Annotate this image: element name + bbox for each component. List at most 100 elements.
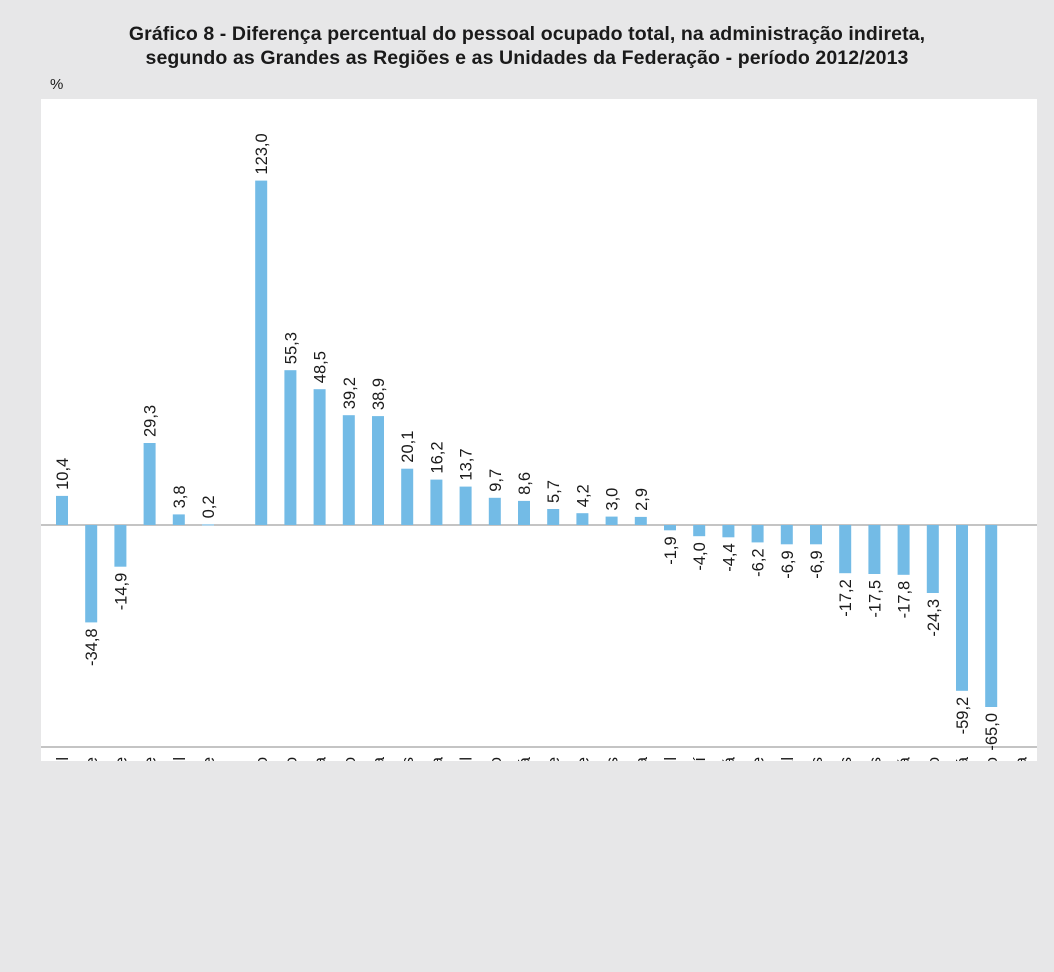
bar-2 <box>114 525 127 567</box>
chart-title: Gráfico 8 - Diferença percentual do pess… <box>0 22 1054 70</box>
bar-20 <box>664 525 676 531</box>
bar-1 <box>85 525 98 623</box>
category-label-21: Piauí <box>691 757 709 761</box>
bar-21 <box>693 525 706 537</box>
bar-0 <box>56 495 68 525</box>
bar-29 <box>926 525 939 593</box>
category-label-15: Ceará <box>516 756 534 761</box>
data-label-8: 48,5 <box>312 351 330 383</box>
y-axis-unit-label: % <box>50 76 64 93</box>
data-label-13: 13,7 <box>458 448 476 480</box>
bar-30 <box>956 525 968 691</box>
category-label-5: Centro-Oeste <box>200 757 218 761</box>
category-label-14: São Paulo <box>487 757 505 761</box>
data-label-2: -14,9 <box>112 573 130 611</box>
bar-16 <box>547 509 560 525</box>
bar-28 <box>897 525 910 575</box>
bar-9 <box>342 415 355 525</box>
category-label-28: Paraná <box>896 756 914 761</box>
bar-27 <box>868 525 881 574</box>
data-label-28: -17,8 <box>896 581 914 619</box>
data-label-1: -34,8 <box>83 628 101 666</box>
data-label-9: 39,2 <box>341 377 359 409</box>
data-label-30: -59,2 <box>954 697 972 735</box>
category-label-12: Paraíba <box>428 756 446 761</box>
category-label-8: Rondônia <box>312 756 330 761</box>
data-label-6: 123,0 <box>253 133 271 174</box>
data-label-11: 20,1 <box>399 431 417 463</box>
category-label-3: Sudeste <box>142 757 160 761</box>
bar-4 <box>172 514 185 525</box>
bar-10 <box>372 416 384 525</box>
category-label-20: Mato Grosso do Sul <box>662 757 680 761</box>
data-label-31: -65,0 <box>983 713 1001 751</box>
data-label-25: -6,9 <box>808 550 826 578</box>
data-labels-layer: 10,4 -34,8 -14,9 29,3 3,8 0,2 123,0 55,3 48,5 39,… <box>54 133 1001 750</box>
category-label-9: Espírito Santo <box>341 757 359 761</box>
data-label-12: 16,2 <box>428 441 446 473</box>
data-label-18: 3,0 <box>604 488 622 511</box>
category-label-31: Maranhão <box>983 757 1001 761</box>
category-label-32: Roraima <box>1012 756 1030 761</box>
bar-12 <box>430 479 443 525</box>
chart-title-line-2: segundo as Grandes as Regiões e as Unida… <box>145 47 909 69</box>
chart-area: 10,4 -34,8 -14,9 29,3 3,8 0,2 123,0 55,3 48,5 39,… <box>41 99 1037 761</box>
category-label-11: Alagoas <box>399 757 417 761</box>
category-labels-layer: Brasil Norte Nordeste Sudeste Sul Centro-Oest… <box>54 756 1030 761</box>
data-label-14: 9,7 <box>487 469 505 492</box>
category-label-18: Goiás <box>604 757 622 761</box>
data-label-27: -17,5 <box>866 580 884 618</box>
bar-5 <box>202 524 214 526</box>
bar-14 <box>488 497 501 525</box>
bar-17 <box>576 513 589 525</box>
category-label-2: Nordeste <box>112 757 130 761</box>
data-label-20: -1,9 <box>662 536 680 564</box>
category-label-10: Santa Catarina <box>370 756 388 761</box>
category-label-4: Sul <box>171 757 189 761</box>
bar-24 <box>780 525 793 545</box>
bar-7 <box>284 370 297 525</box>
data-label-7: 55,3 <box>282 332 300 364</box>
data-label-5: 0,2 <box>200 495 218 518</box>
data-label-23: -6,2 <box>750 548 768 576</box>
category-label-25: Tocantins <box>808 757 826 761</box>
bar-13 <box>459 486 472 525</box>
data-label-26: -17,2 <box>837 579 855 617</box>
bar-19 <box>634 516 647 525</box>
category-label-29: Pernambuco <box>925 757 943 761</box>
data-label-3: 29,3 <box>142 405 160 437</box>
data-label-21: -4,0 <box>691 542 709 570</box>
category-label-19: Bahia <box>633 756 651 761</box>
data-label-16: 5,7 <box>545 480 563 503</box>
data-label-0: 10,4 <box>54 458 72 490</box>
bar-6 <box>255 180 268 525</box>
data-label-22: -4,4 <box>720 543 738 571</box>
bar-22 <box>722 525 735 538</box>
category-label-13: Rio Grande do Sul <box>458 757 476 761</box>
chart-title-line-1: Gráfico 8 - Diferença percentual do pess… <box>128 23 926 45</box>
bar-8 <box>313 389 326 525</box>
data-label-29: -24,3 <box>925 599 943 637</box>
category-label-17: Acre <box>574 757 592 761</box>
data-label-19: 2,9 <box>633 488 651 511</box>
data-label-15: 8,6 <box>516 472 534 495</box>
bars-layer <box>56 180 998 707</box>
bar-3 <box>143 443 156 525</box>
category-label-23: Rio Grande do Norte <box>750 757 768 761</box>
category-label-7: Mato Grosso <box>282 757 300 761</box>
bar-11 <box>401 468 414 525</box>
category-label-16: Sergipe <box>545 757 563 761</box>
bar-26 <box>839 525 852 574</box>
bar-23 <box>751 525 764 543</box>
bar-18 <box>605 516 618 525</box>
category-label-6: Rio de Janeiro <box>253 757 271 761</box>
category-label-26: Amazonas <box>837 757 855 761</box>
category-label-0: Brasil <box>54 757 72 761</box>
category-label-22: Amapá <box>720 756 738 761</box>
data-label-17: 4,2 <box>574 484 592 507</box>
category-label-1: Norte <box>83 757 101 761</box>
category-label-24: Distrito Federal <box>779 757 797 761</box>
bar-15 <box>518 500 530 525</box>
data-label-4: 3,8 <box>171 485 189 508</box>
category-label-30: Pará <box>954 756 972 761</box>
